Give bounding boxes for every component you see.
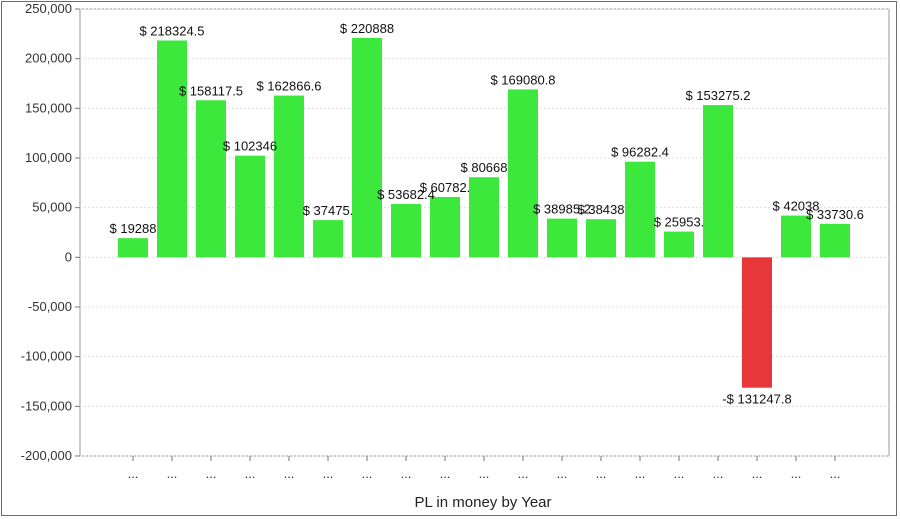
y-tick-label: 100,000 (25, 150, 72, 165)
data-label: -$ 131247.8 (722, 392, 791, 407)
data-label: $ 153275.2 (685, 88, 750, 103)
x-axis-ticks: ........................................… (128, 456, 841, 481)
x-tick-label: ... (167, 466, 178, 481)
y-tick-label: 50,000 (32, 200, 72, 215)
data-label: $ 162866.6 (256, 79, 321, 94)
data-label: $ 102346 (223, 139, 277, 154)
y-tick-label: -150,000 (21, 398, 72, 413)
x-tick-label: ... (674, 466, 685, 481)
x-tick-label: ... (479, 466, 490, 481)
x-tick-label: ... (791, 466, 802, 481)
x-tick-label: ... (635, 466, 646, 481)
x-tick-label: ... (440, 466, 451, 481)
bar[interactable] (742, 257, 772, 388)
y-axis: 250,000 200,000 150,000 100,000 50,000 0 -50,0… (21, 1, 80, 463)
data-label: $ 38438 (578, 202, 625, 217)
bar[interactable] (547, 218, 577, 258)
data-label: $ 38985.2 (533, 202, 591, 217)
x-tick-label: ... (713, 466, 724, 481)
bar[interactable] (313, 220, 343, 258)
data-labels: $ 19288 $ 218324.5 $ 158117.5 $ 102346 $ 162… (110, 21, 864, 407)
x-tick-label: ... (401, 466, 412, 481)
y-tick-label: -200,000 (21, 448, 72, 463)
bar[interactable] (235, 155, 265, 258)
x-tick-label: ... (518, 466, 529, 481)
x-tick-label: ... (245, 466, 256, 481)
y-tick-label: 0 (65, 249, 72, 264)
x-tick-label: ... (362, 466, 373, 481)
bar[interactable] (430, 196, 460, 258)
data-label: $ 60782. (420, 180, 471, 195)
bar[interactable] (391, 204, 421, 258)
bar[interactable] (586, 219, 616, 258)
data-label: $ 169080.8 (490, 72, 555, 87)
data-label: $ 80668 (461, 160, 508, 175)
y-tick-label: 250,000 (25, 1, 72, 16)
y-tick-label: 150,000 (25, 100, 72, 115)
data-label: $ 158117.5 (179, 83, 243, 98)
bar[interactable] (157, 40, 187, 258)
bar[interactable] (625, 161, 655, 258)
y-tick-label: 200,000 (25, 51, 72, 66)
data-label: $ 42038 (773, 199, 820, 214)
x-tick-label: ... (752, 466, 763, 481)
bar[interactable] (820, 223, 850, 258)
data-label: $ 37475. (303, 203, 354, 218)
x-tick-label: ... (557, 466, 568, 481)
data-label: $ 96282.4 (611, 145, 669, 160)
x-tick-label: ... (284, 466, 295, 481)
x-tick-label: ... (128, 466, 139, 481)
bar[interactable] (118, 238, 148, 258)
x-tick-label: ... (206, 466, 217, 481)
bar[interactable] (508, 89, 538, 258)
data-label: $ 33730.6 (806, 207, 864, 222)
x-tick-label: ... (596, 466, 607, 481)
bars (118, 37, 850, 388)
y-tick-label: -50,000 (28, 299, 72, 314)
bar[interactable] (703, 105, 733, 258)
bar[interactable] (664, 231, 694, 258)
x-tick-label: ... (323, 466, 334, 481)
bar[interactable] (352, 37, 382, 258)
bar[interactable] (196, 100, 226, 258)
bar[interactable] (781, 215, 811, 258)
data-label: $ 218324.5 (139, 23, 204, 38)
bar[interactable] (274, 95, 304, 258)
data-label: $ 25953. (654, 215, 705, 230)
y-tick-label: -100,000 (21, 349, 72, 364)
bar[interactable] (469, 177, 499, 258)
data-label: $ 220888 (340, 21, 394, 36)
x-axis-title: PL in money by Year (414, 494, 551, 511)
x-tick-label: ... (830, 466, 841, 481)
data-label: $ 19288 (110, 221, 157, 236)
data-label: $ 53682.4 (377, 187, 435, 202)
